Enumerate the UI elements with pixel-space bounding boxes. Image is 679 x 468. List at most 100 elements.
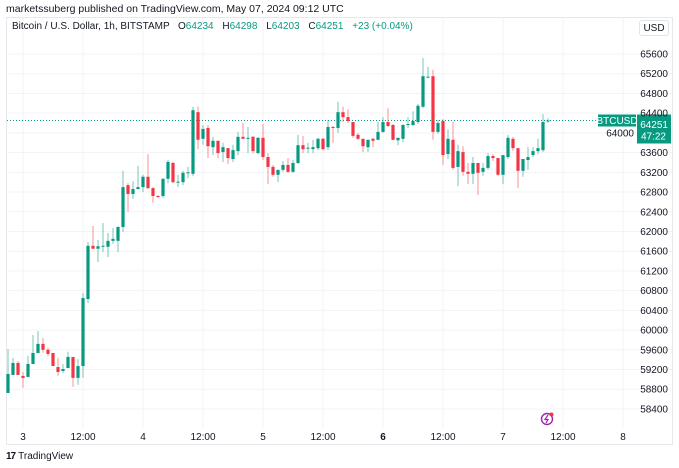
candle-up xyxy=(546,120,550,122)
candle-down xyxy=(251,136,255,152)
price-axis-label: 61600 xyxy=(640,247,668,258)
time-axis-label: 6 xyxy=(380,432,386,443)
price-axis-label: 65600 xyxy=(640,50,668,61)
candle-up xyxy=(186,172,190,174)
candle-down xyxy=(41,343,45,350)
candle-up xyxy=(31,352,35,364)
candle-down xyxy=(431,76,435,132)
candle-down xyxy=(216,140,220,154)
candle-down xyxy=(196,112,200,140)
candle-up xyxy=(381,122,385,132)
candle-down xyxy=(151,188,155,196)
candle-up xyxy=(36,343,40,353)
candle-up xyxy=(296,145,300,163)
candle-up xyxy=(436,123,440,132)
candle-down xyxy=(71,356,75,378)
candle-up xyxy=(486,156,490,168)
candle-down xyxy=(241,136,245,139)
currency-button[interactable]: USD xyxy=(639,20,669,36)
notification-dot-icon xyxy=(549,412,554,417)
candle-up xyxy=(106,240,110,247)
candle-up xyxy=(336,112,340,128)
price-axis-label: 61200 xyxy=(640,266,668,277)
last-price-box xyxy=(637,114,671,144)
open-value: 64234 xyxy=(185,21,214,32)
close-value: 64251 xyxy=(315,21,344,32)
candle-up xyxy=(161,178,165,196)
time-axis-label: 4 xyxy=(140,432,146,443)
price-axis-label: 58800 xyxy=(640,385,668,396)
candle-up xyxy=(116,227,120,241)
price-axis-label: 62800 xyxy=(640,188,668,199)
candle-down xyxy=(301,145,305,150)
candle-up xyxy=(506,137,510,158)
candle-up xyxy=(221,147,225,153)
candle-up xyxy=(411,121,415,125)
candle-up xyxy=(421,76,425,107)
candle-down xyxy=(476,162,480,173)
lightning-icon[interactable] xyxy=(540,412,554,426)
candle-up xyxy=(481,167,485,172)
symbol-title[interactable]: Bitcoin / U.S. Dollar, 1h, BITSTAMP xyxy=(12,21,170,32)
candle-up xyxy=(201,128,205,139)
candle-down xyxy=(516,148,520,171)
price-axis-label: 60000 xyxy=(640,326,668,337)
candle-up xyxy=(66,356,70,369)
candle-down xyxy=(331,126,335,128)
candle-up xyxy=(121,187,125,228)
candle-up xyxy=(191,110,195,174)
chart-frame[interactable] xyxy=(6,17,673,445)
price-axis-label: 62400 xyxy=(640,207,668,218)
price-axis-label: 64800 xyxy=(640,89,668,100)
candle-down xyxy=(261,137,265,158)
time-axis-label: 5 xyxy=(260,432,266,443)
candle-down xyxy=(321,138,325,150)
candle-down xyxy=(361,138,365,147)
time-axis-label: 7 xyxy=(500,432,506,443)
time-axis-label: 8 xyxy=(620,432,626,443)
candle-up xyxy=(471,162,475,174)
tradingview-logo[interactable]: 17 TradingView xyxy=(6,451,73,462)
candle-down xyxy=(386,122,390,126)
time-axis-label: 12:00 xyxy=(190,432,215,443)
candle-up xyxy=(231,150,235,160)
price-axis-label: 64000 xyxy=(606,128,634,139)
last-price-label: 64251 xyxy=(640,120,668,131)
candle-down xyxy=(266,157,270,167)
candle-up xyxy=(401,124,405,139)
candle-up xyxy=(276,169,280,175)
candle-up xyxy=(306,147,310,149)
ticker-label: BTCUSD xyxy=(596,116,637,127)
candle-up xyxy=(131,189,135,195)
candle-up xyxy=(311,147,315,150)
price-axis-label: 59600 xyxy=(640,345,668,356)
candle-down xyxy=(286,164,290,172)
candle-up xyxy=(541,122,545,151)
ticker-label-box xyxy=(598,114,636,127)
time-axis-label: 12:00 xyxy=(550,432,575,443)
publish-info: marketssuberg published on TradingView.c… xyxy=(6,3,344,15)
candle-up xyxy=(501,155,505,175)
candle-down xyxy=(271,166,275,175)
candle-down xyxy=(356,134,360,139)
candle-up xyxy=(406,124,410,126)
candle-down xyxy=(461,152,465,172)
candle-down xyxy=(451,139,455,168)
candle-down xyxy=(496,158,500,175)
candle-up xyxy=(456,151,460,167)
candle-up xyxy=(536,148,540,152)
time-axis-label: 12:00 xyxy=(310,432,335,443)
candle-up xyxy=(366,139,370,148)
price-axis-label: 60800 xyxy=(640,286,668,297)
candle-up xyxy=(26,363,30,377)
candle-down xyxy=(391,124,395,140)
candle-up xyxy=(416,105,420,123)
symbol-legend: Bitcoin / U.S. Dollar, 1h, BITSTAMP O642… xyxy=(12,21,419,32)
candle-down xyxy=(226,148,230,159)
candle-up xyxy=(446,138,450,155)
candle-down xyxy=(511,138,515,149)
candle-up xyxy=(86,245,90,300)
time-axis-label: 12:00 xyxy=(70,432,95,443)
price-axis-label: 60400 xyxy=(640,306,668,317)
